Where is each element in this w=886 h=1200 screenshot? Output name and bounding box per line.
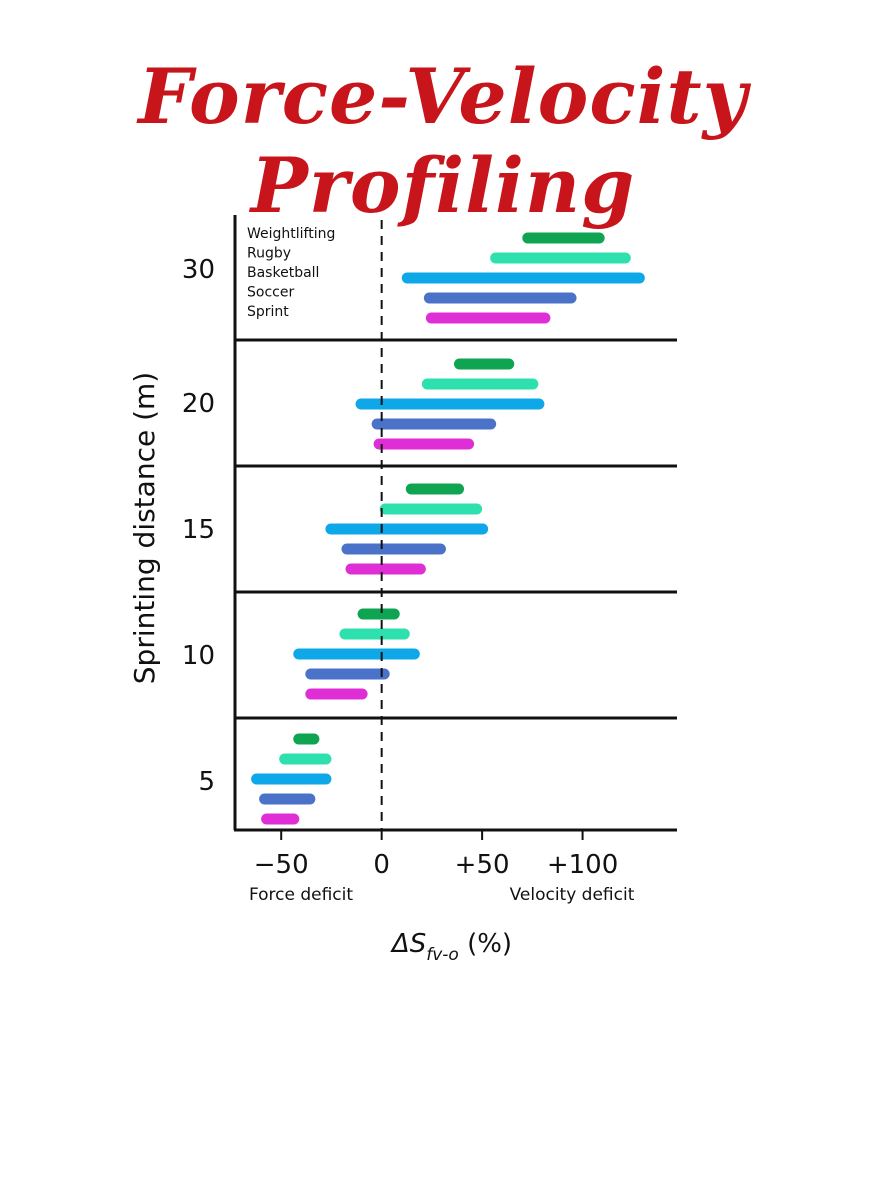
- bar-rugby-5m: [279, 753, 332, 765]
- x-tick-label: +100: [547, 850, 618, 880]
- legend-entry-rugby: Rugby: [247, 246, 291, 262]
- x-tick-label: −50: [254, 850, 309, 880]
- bar-rugby-15m: [379, 503, 483, 515]
- bar-rugby-20m: [421, 378, 539, 390]
- bar-sprint-30m: [425, 312, 551, 324]
- bar-basketball-10m: [293, 648, 420, 660]
- bar-basketball-20m: [355, 398, 545, 410]
- bar-weightlifting-20m: [453, 358, 515, 370]
- x-axis-label-suffix: (%): [459, 929, 512, 959]
- page-title: Force-Velocity Profiling: [138, 52, 748, 230]
- x-tick-label: +50: [455, 850, 510, 880]
- bar-weightlifting-15m: [405, 483, 465, 495]
- bar-basketball-15m: [325, 523, 489, 535]
- bar-basketball-30m: [401, 272, 645, 284]
- bar-soccer-15m: [341, 543, 446, 555]
- bar-soccer-5m: [259, 793, 316, 805]
- bar-rugby-10m: [339, 628, 410, 640]
- legend-entry-weightlifting: Weightlifting: [247, 226, 335, 242]
- bar-weightlifting-30m: [522, 232, 605, 244]
- y-tick-label: 10: [182, 641, 215, 671]
- bar-soccer-10m: [305, 668, 390, 680]
- bar-soccer-30m: [423, 292, 577, 304]
- y-tick-label: 15: [182, 515, 215, 545]
- legend-entry-soccer: Soccer: [247, 285, 294, 301]
- velocity-deficit-annotation: Velocity deficit: [510, 885, 635, 905]
- bar-weightlifting-5m: [293, 733, 320, 745]
- x-axis-label-main: ΔS: [390, 929, 426, 959]
- y-tick-label: 30: [182, 255, 215, 285]
- bar-basketball-5m: [251, 773, 332, 785]
- y-axis-label: Sprinting distance (m): [128, 372, 161, 684]
- x-tick-label: 0: [373, 850, 390, 880]
- force-deficit-annotation: Force deficit: [249, 885, 353, 905]
- bar-sprint-15m: [345, 563, 426, 575]
- x-axis-label: ΔSfv-o (%): [390, 929, 512, 965]
- y-tick-label: 5: [198, 767, 215, 797]
- legend-entry-sprint: Sprint: [247, 304, 289, 320]
- bar-sprint-10m: [305, 688, 368, 700]
- x-axis-label-subscript: fv-o: [426, 945, 459, 965]
- legend-entry-basketball: Basketball: [247, 265, 319, 281]
- axes-layer: [233, 215, 677, 840]
- y-tick-label: 20: [182, 389, 215, 419]
- labels-layer: Sprinting distance (m) Force deficit Vel…: [128, 226, 635, 965]
- bar-sprint-5m: [261, 813, 300, 825]
- bars-layer: [251, 232, 645, 825]
- bar-sprint-20m: [373, 438, 475, 450]
- bar-rugby-30m: [490, 252, 631, 264]
- bar-soccer-20m: [371, 418, 497, 430]
- bar-weightlifting-10m: [357, 608, 400, 620]
